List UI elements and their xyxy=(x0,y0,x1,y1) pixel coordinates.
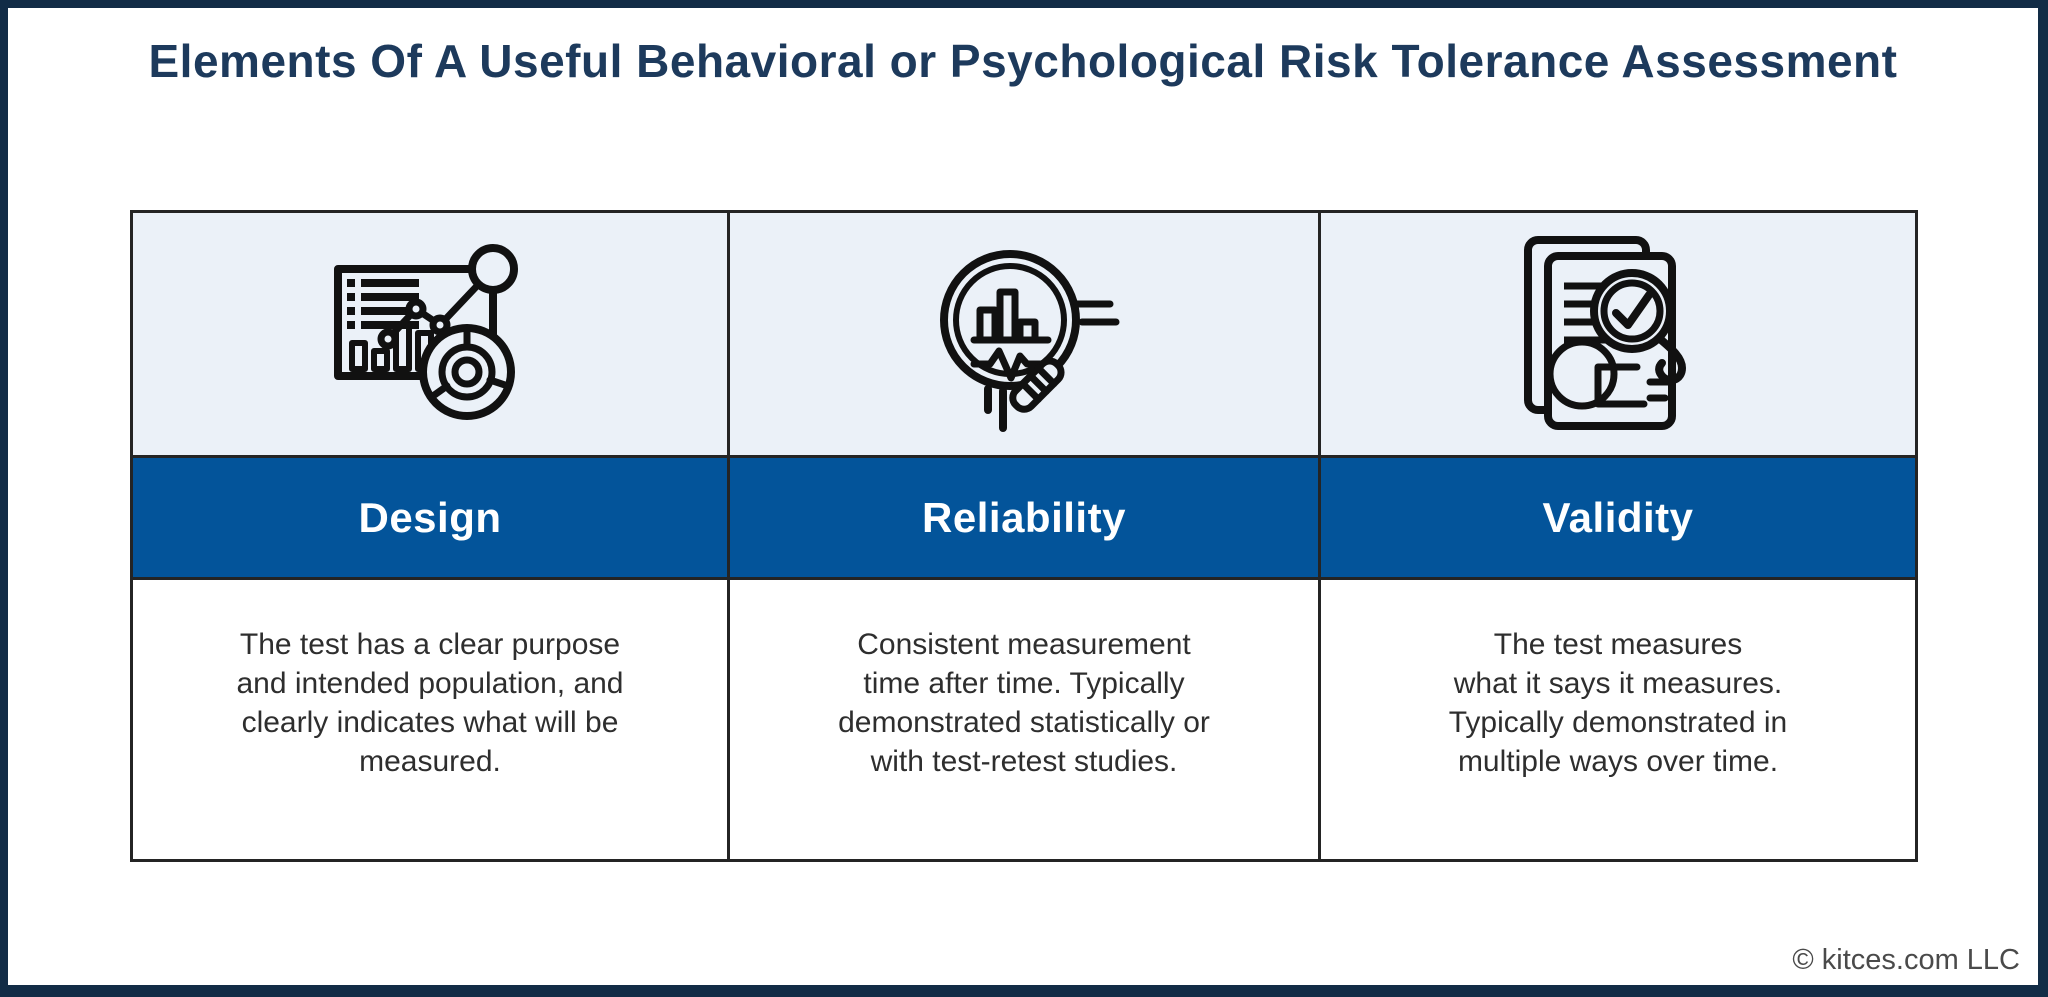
validity-header: Validity xyxy=(1321,458,1915,580)
design-header-label: Design xyxy=(358,493,502,541)
reliability-header-label: Reliability xyxy=(922,493,1126,541)
column-design: Design The test has a clear purpose and … xyxy=(133,213,727,859)
magnifier-bar-chart-icon xyxy=(940,250,1120,432)
reliability-icon-cell xyxy=(730,213,1318,458)
column-validity: Validity The test measures what it says … xyxy=(1321,213,1915,859)
page-title: Elements Of A Useful Behavioral or Psych… xyxy=(148,35,1898,87)
validity-description: The test measures what it says it measur… xyxy=(1448,627,1788,778)
assessment-table: Design The test has a clear purpose and … xyxy=(130,210,1918,862)
column-reliability: Reliability Consistent measurement time … xyxy=(727,213,1321,859)
design-icon-cell xyxy=(133,213,727,458)
design-description: The test has a clear purpose and intende… xyxy=(236,627,624,778)
dashboard-charts-icon xyxy=(334,244,518,420)
reliability-header: Reliability xyxy=(730,458,1318,580)
copyright-notice: © kitces.com LLC xyxy=(1792,944,2020,976)
validity-header-label: Validity xyxy=(1542,493,1694,541)
validity-icon-cell xyxy=(1321,213,1915,458)
document-checkmark-icon xyxy=(1523,236,1686,430)
reliability-description: Consistent measurement time after time. … xyxy=(838,627,1210,778)
design-header: Design xyxy=(133,458,727,580)
